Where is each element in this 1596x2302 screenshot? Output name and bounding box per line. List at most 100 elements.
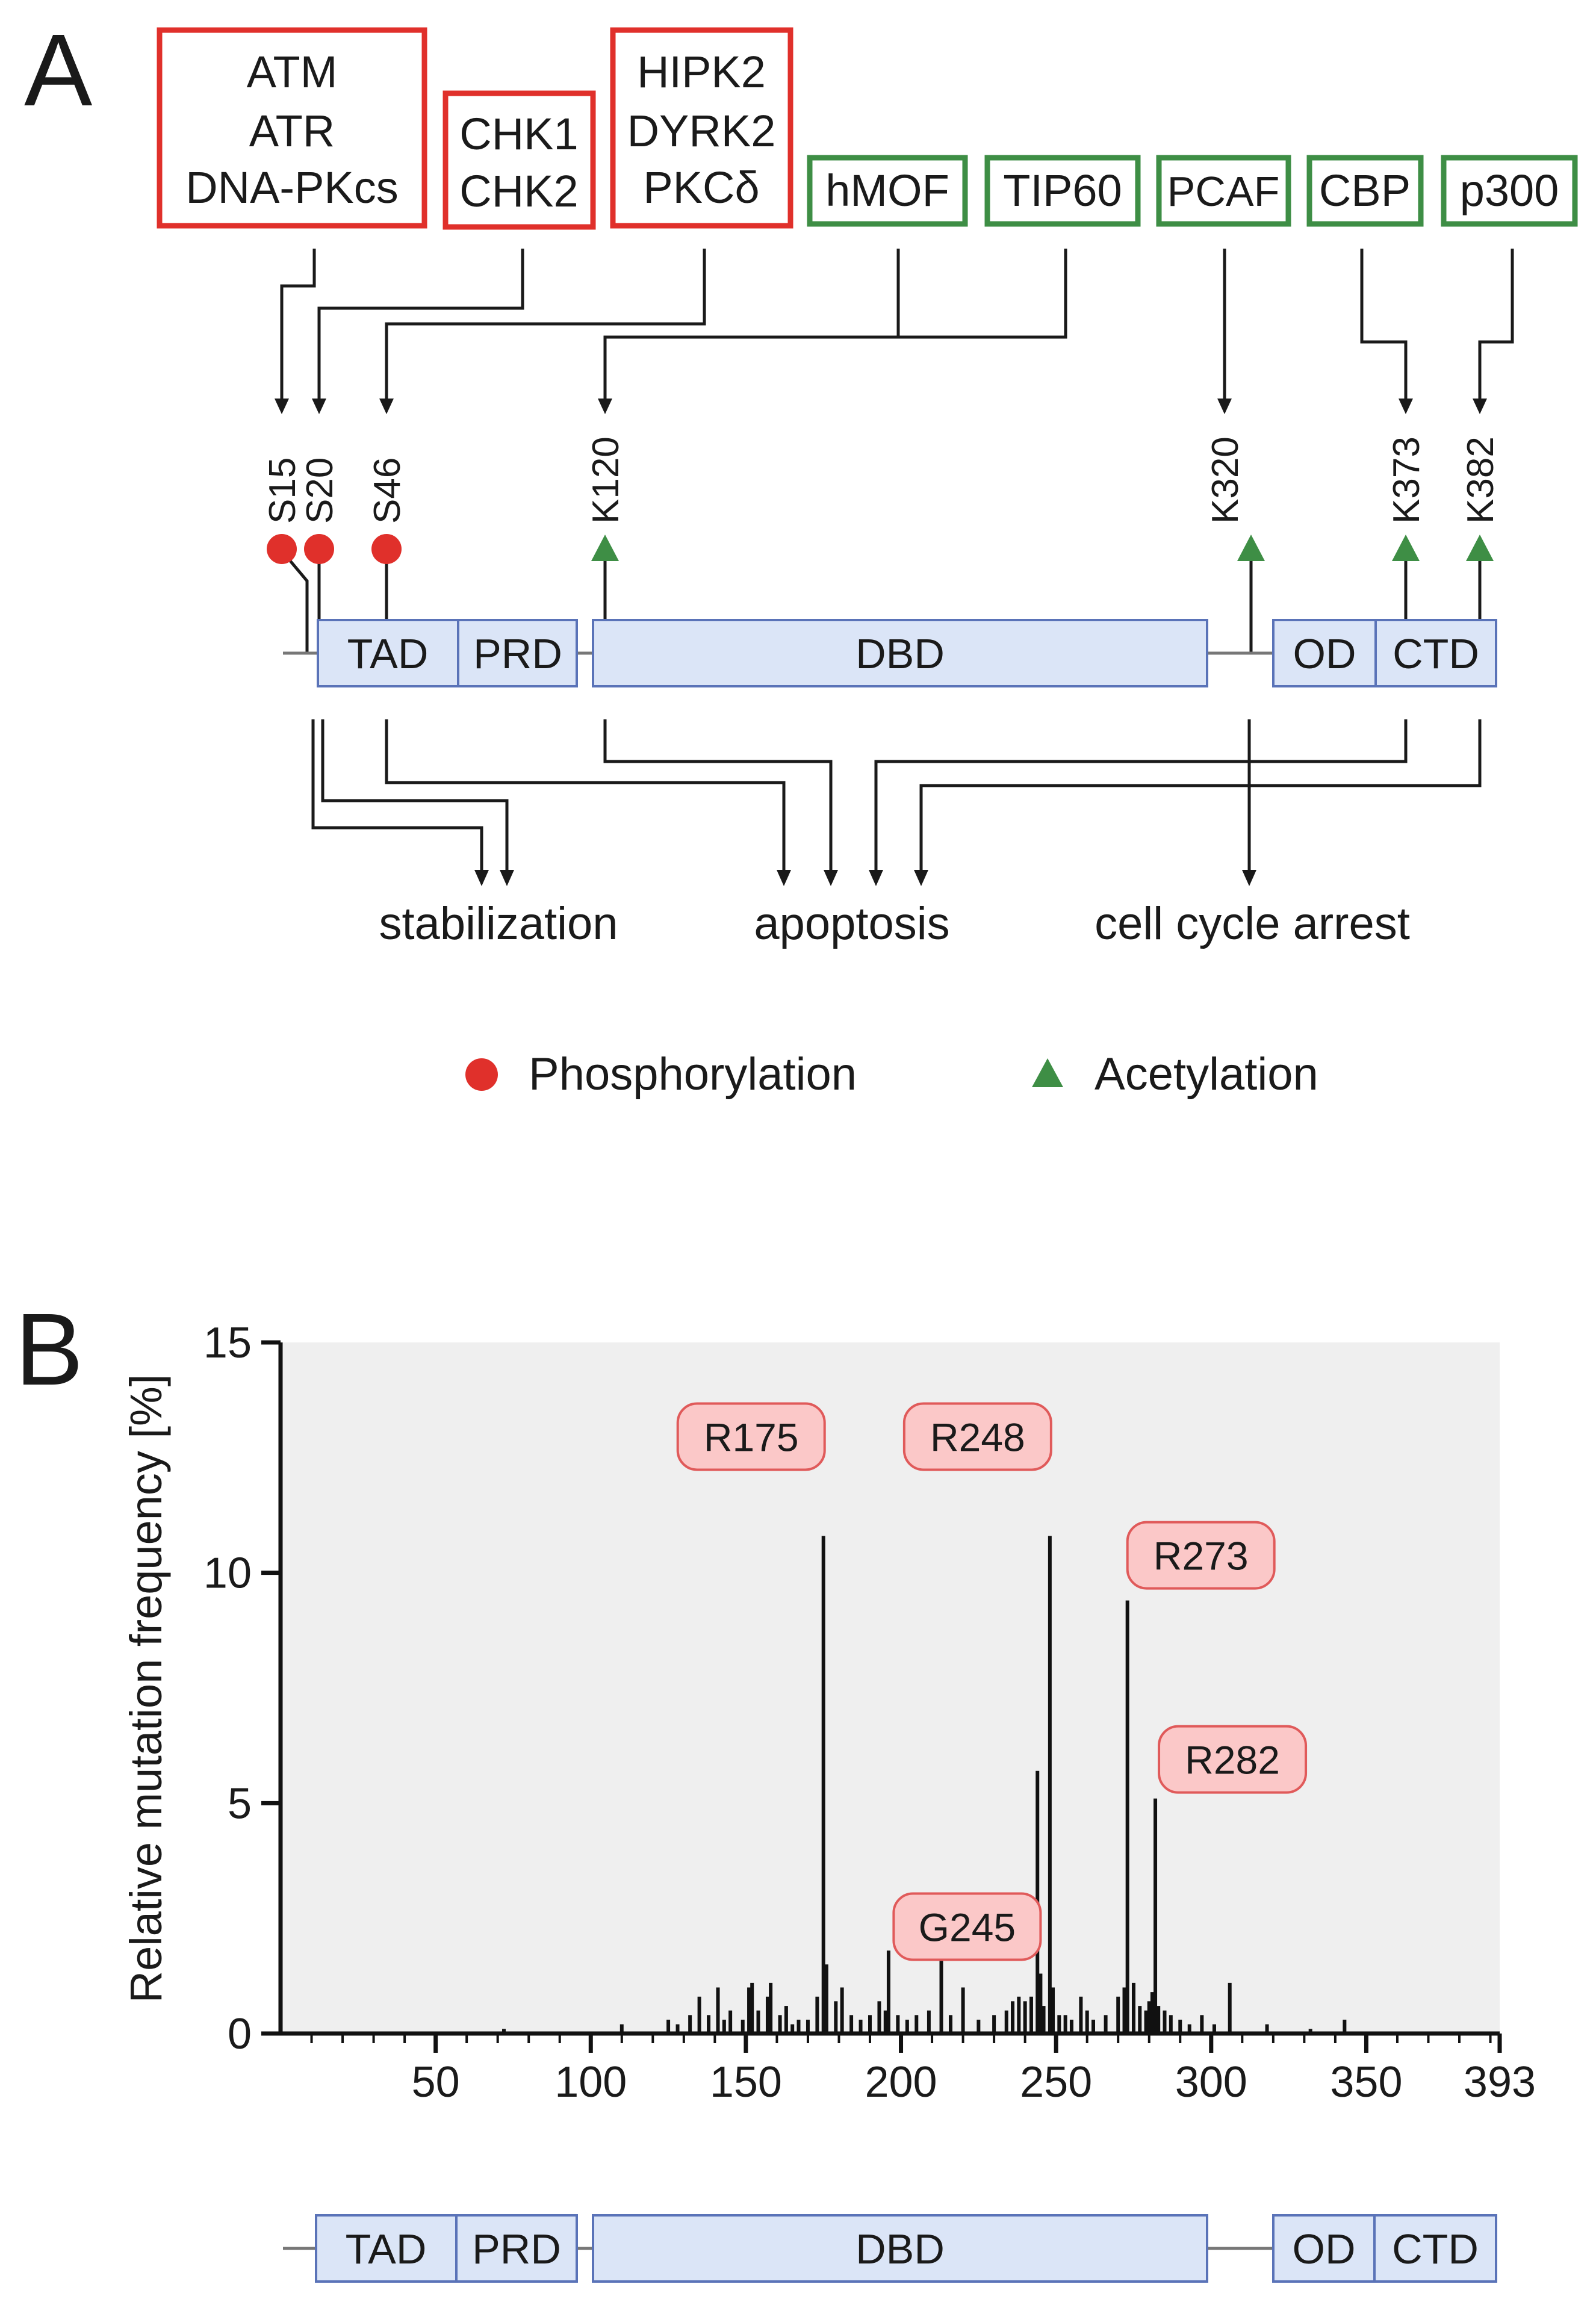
arrowhead [500, 870, 514, 886]
kinase-label: ATM [247, 47, 338, 97]
site-label-s15: S15 [262, 458, 303, 524]
acetyltransferase-label: p300 [1460, 166, 1559, 216]
arrowhead [474, 870, 489, 886]
connector-k373-apoptosis [874, 719, 1408, 873]
hotspot-label: R175 [704, 1415, 799, 1459]
acetyl-marker-k373 [1392, 535, 1420, 561]
hotspot-pill [676, 1402, 826, 1471]
kinase-label: PKCδ [643, 163, 759, 213]
phospho-marker-s20 [304, 534, 334, 564]
acetyltransferase-box-p300: p300 [1441, 155, 1578, 227]
arrowhead [1242, 870, 1256, 886]
domain-od [1272, 619, 1377, 687]
kinase-label: ATR [249, 106, 335, 156]
domain-label: OD [1293, 2226, 1356, 2273]
enzyme-arrowheads [275, 399, 1487, 414]
x-tick-label: 100 [554, 2058, 627, 2106]
connector-atm-s15 [280, 249, 316, 400]
domain-label: TAD [346, 2226, 427, 2273]
connector-hipk2-s46 [385, 249, 706, 400]
connector-s15-stabilization [311, 719, 483, 873]
acetyltransferase-box-pcaf: PCAF [1156, 155, 1291, 227]
x-tick-label: 393 [1464, 2058, 1536, 2106]
hotspot-pill [892, 1892, 1042, 1961]
domain-tad [315, 2214, 458, 2283]
connector-p300-k382 [1478, 249, 1514, 400]
x-tick-label: 50 [412, 2058, 460, 2106]
x-tick-label: 350 [1330, 2058, 1402, 2106]
domain-bar-b: TAD PRD DBD OD CTD [283, 2214, 1497, 2283]
domain-label: CTD [1392, 2226, 1479, 2273]
arrowhead [275, 399, 289, 414]
site-label-k320: K320 [1205, 436, 1246, 524]
outcome-connectors [311, 719, 1482, 873]
arrowhead [1217, 399, 1232, 414]
x-tick-label: 150 [710, 2058, 782, 2106]
acetyl-marker-k120 [591, 535, 619, 561]
arrowhead [1473, 399, 1487, 414]
domain-ctd [1373, 2214, 1497, 2283]
outcome-arrowheads [474, 870, 1256, 886]
legend-acetyl-label: Acetylation [1095, 1049, 1318, 1100]
mutation-bars [501, 1536, 1347, 2034]
site-labels: S15 S20 S46 K120 K320 K373 K382 [262, 436, 1501, 524]
chart-axes [278, 1342, 1500, 2036]
connector-tip60-k120 [603, 249, 1067, 400]
y-tick-label: 15 [203, 1319, 252, 1367]
mutation-chart: 0 5 10 15 50 100 150 200 250 300 350 393 R175 R248 R2… [121, 1319, 1536, 2106]
acetyltransferase-box-hmof: hMOF [807, 155, 968, 227]
domain-prd [457, 619, 578, 687]
site-label-s20: S20 [299, 458, 341, 524]
outcome-apoptosis: apoptosis [754, 898, 949, 949]
domain-label: CTD [1393, 630, 1479, 677]
hotspot-label: R248 [930, 1415, 1025, 1459]
domain-bar-a: TAD PRD DBD OD CTD [283, 619, 1497, 687]
legend: Phosphorylation Acetylation [465, 1049, 1318, 1100]
hotspot-annotations: R175 R248 R273 G245 R282 [676, 1402, 1308, 1961]
legend-acetyl-marker [1032, 1058, 1063, 1087]
arrowhead [824, 870, 838, 886]
domain-label: DBD [855, 630, 945, 677]
y-tick-label: 10 [203, 1550, 252, 1598]
connector-cbp-k373 [1360, 249, 1408, 400]
arrowhead [869, 870, 883, 886]
acetyltransferase-label: CBP [1319, 166, 1411, 216]
acetyltransferase-label: hMOF [825, 166, 949, 216]
hotspot-label: R273 [1154, 1534, 1249, 1578]
domain-label: PRD [473, 630, 562, 677]
kinase-label: CHK2 [459, 166, 578, 216]
arrowhead [777, 870, 791, 886]
kinase-box-hipk2: HIPK2 DYRK2 PKCδ [610, 27, 793, 229]
connector-k382-apoptosis [919, 719, 1482, 873]
hotspot-label: R282 [1185, 1738, 1280, 1782]
acetyltransferase-label: TIP60 [1003, 166, 1122, 216]
domain-label: PRD [472, 2226, 561, 2273]
domain-prd [455, 2214, 578, 2283]
legend-phospho-marker [465, 1058, 498, 1091]
legend-phospho-label: Phosphorylation [529, 1049, 857, 1100]
arrowhead [598, 399, 612, 414]
acetyltransferase-box-tip60: TIP60 [984, 155, 1141, 227]
domain-dbd [592, 2214, 1208, 2283]
panel-a-label: A [24, 13, 93, 128]
acetyl-marker-k320 [1237, 535, 1265, 561]
kinase-box-chk: CHK1 CHK2 [442, 90, 596, 230]
connector-s20-stabilization [321, 719, 509, 873]
domain-label: TAD [347, 630, 429, 677]
domain-dbd [592, 619, 1208, 687]
kinase-label: CHK1 [459, 109, 578, 159]
kinase-label: DNA-PKcs [185, 163, 399, 213]
acetyl-marker-k382 [1466, 535, 1494, 561]
connector-s46-apoptosis [385, 719, 786, 873]
arrowhead [914, 870, 928, 886]
site-label-s46: S46 [367, 458, 408, 524]
arrowhead [379, 399, 394, 414]
hotspot-pill [902, 1402, 1052, 1471]
site-label-k120: K120 [585, 436, 627, 524]
acetyltransferase-box-cbp: CBP [1306, 155, 1424, 227]
connector-chk-s20 [317, 249, 524, 400]
y-axis-label: Relative mutation frequency [%] [121, 1374, 171, 2003]
panel-b-label: B [15, 1292, 83, 1407]
x-tick-label: 200 [865, 2058, 937, 2106]
